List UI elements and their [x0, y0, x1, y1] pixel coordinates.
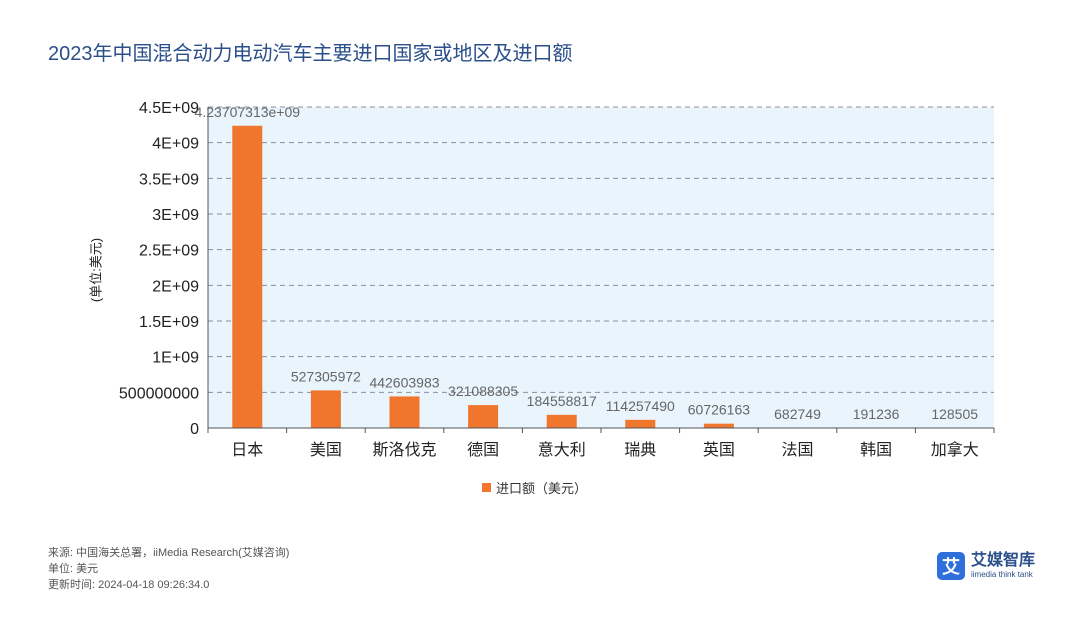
y-tick-label: 2E+09: [152, 278, 199, 295]
chart-title: 2023年中国混合动力电动汽车主要进口国家或地区及进口额: [48, 43, 573, 65]
x-tick-label: 瑞典: [624, 441, 656, 459]
x-tick-label: 斯洛伐克: [372, 441, 436, 459]
data-label: 442603983: [369, 374, 439, 390]
bar: [232, 125, 263, 429]
data-label: 321088305: [448, 383, 518, 399]
legend-label: 进口额（美元）: [496, 481, 588, 496]
bar: [625, 419, 656, 428]
y-tick-label: 3.5E+09: [139, 171, 199, 188]
data-label: 184558817: [527, 393, 597, 409]
data-label: 128505: [931, 406, 978, 422]
brand-logo: 艾 艾媒智库 iimedia think tank: [937, 552, 1035, 580]
plot-area: [208, 107, 994, 428]
data-label: 191236: [853, 406, 900, 422]
x-tick-label: 韩国: [860, 441, 892, 459]
x-tick-label: 德国: [467, 441, 499, 459]
y-tick-label: 2.5E+09: [139, 243, 199, 260]
bar: [546, 414, 577, 428]
legend[interactable]: 进口额（美元）: [482, 478, 587, 497]
x-tick-labels: 日本 美国 斯洛伐克 德国 意大利 瑞典 英国 法国 韩国 加拿大: [231, 440, 978, 459]
update-time: 更新时间: 2024-04-18 09:26:34.0: [48, 579, 210, 591]
data-label: 4.23707313e+09: [195, 104, 301, 120]
x-tick-label: 美国: [310, 441, 342, 459]
x-tick-label: 加拿大: [931, 440, 979, 459]
data-label: 682749: [774, 406, 821, 422]
footer: 来源: 中国海关总署，iiMedia Research(艾媒咨询) 单位: 美元…: [48, 545, 289, 593]
bar: [310, 390, 341, 428]
logo-name: 艾媒智库: [971, 552, 1036, 569]
logo-subtitle: iimedia think tank: [971, 570, 1033, 579]
data-label: 60726163: [688, 402, 751, 418]
y-tick-label: 0: [190, 421, 199, 438]
data-label: 114257490: [606, 398, 675, 414]
x-tick-label: 英国: [703, 441, 735, 459]
y-tick-label: 1.5E+09: [139, 314, 199, 331]
y-tick-label: 4E+09: [152, 136, 199, 153]
source-note: 来源: 中国海关总署，iiMedia Research(艾媒咨询): [48, 547, 290, 559]
logo-icon: 艾: [937, 552, 965, 580]
data-labels: 4.23707313e+09 527305972 442603983 32108830…: [195, 104, 979, 422]
y-tick-label: 3E+09: [152, 207, 199, 224]
data-label: 527305972: [291, 368, 361, 384]
legend-swatch: [482, 483, 491, 492]
axes: [207, 107, 995, 433]
bar: [468, 405, 499, 428]
bar: [703, 423, 734, 428]
x-tick-label: 法国: [781, 441, 813, 459]
y-tick-label: 4.5E+09: [139, 100, 199, 117]
bars: [232, 125, 970, 429]
y-tick-labels: 0 500000000 1E+09 1.5E+09 2E+09 2.5E+09 3E+09 3…: [119, 100, 199, 438]
y-tick-label: 1E+09: [152, 350, 199, 367]
unit-note: 单位: 美元: [48, 563, 99, 575]
y-tick-label: 500000000: [119, 385, 199, 402]
bar: [389, 396, 420, 428]
x-tick-label: 日本: [231, 441, 263, 459]
x-tick-label: 意大利: [538, 440, 586, 459]
